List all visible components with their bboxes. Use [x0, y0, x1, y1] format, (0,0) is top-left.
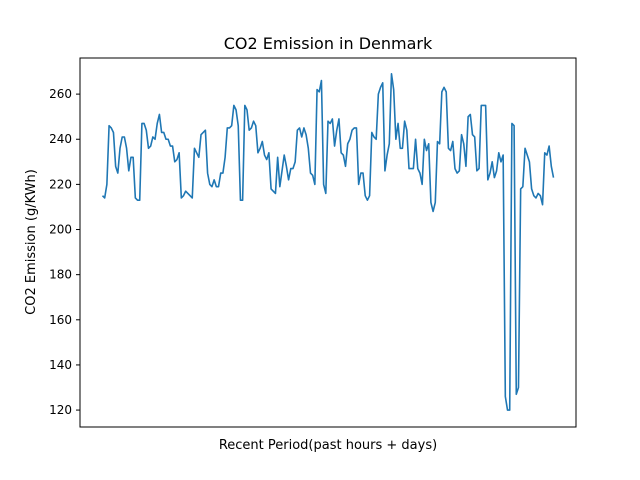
- y-tick-label: 200: [49, 223, 72, 237]
- y-tick-label: 120: [49, 403, 72, 417]
- x-axis-label: Recent Period(past hours + days): [219, 438, 437, 453]
- y-axis-ticks: 120 140 160 180 200 220 240 260: [49, 87, 80, 417]
- chart-title: CO2 Emission in Denmark: [224, 34, 433, 53]
- y-tick-label: 240: [49, 132, 72, 146]
- y-tick-label: 140: [49, 358, 72, 372]
- series-line-0: [101, 73, 555, 411]
- plot-frame: [79, 57, 577, 428]
- y-axis-label: CO2 Emission (g/KWh): [24, 169, 39, 315]
- y-tick-label: 220: [49, 177, 72, 191]
- y-tick-label: 180: [49, 268, 72, 282]
- y-tick-label: 160: [49, 313, 72, 327]
- y-tick-label: 260: [49, 87, 72, 101]
- plot-area: [101, 73, 555, 411]
